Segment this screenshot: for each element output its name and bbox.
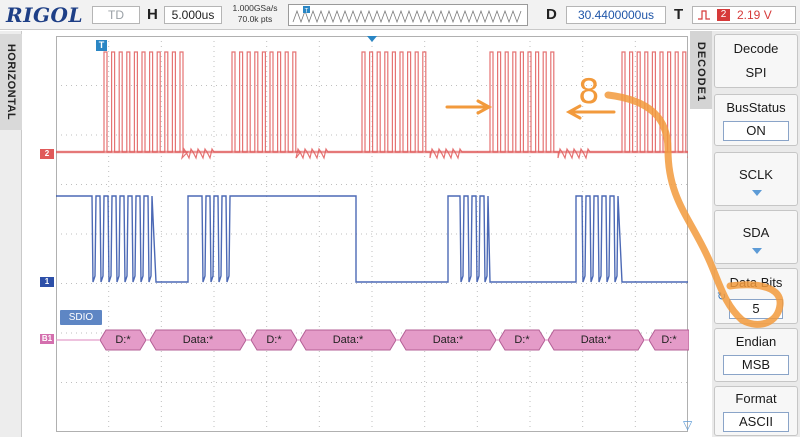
menu-item-label: Endian: [735, 334, 777, 349]
menu-item-value: SPI: [745, 65, 767, 80]
memory-overview-waveform: T: [289, 5, 527, 25]
menu-title: DECODE1: [695, 41, 707, 103]
rising-edge-icon: [697, 9, 711, 21]
menu-item-value: MSB: [723, 355, 789, 375]
menu-item-endian[interactable]: Endian MSB: [714, 328, 798, 382]
menu-item-databits[interactable]: Data Bits 5 ↻: [714, 268, 798, 324]
chevron-down-icon: [752, 248, 762, 254]
left-strip: [0, 31, 22, 437]
menu-item-sclk[interactable]: SCLK: [714, 152, 798, 206]
svg-text:T: T: [305, 9, 309, 15]
bus1-marker[interactable]: B1: [40, 334, 54, 344]
decode-packet-label: Data:*: [580, 334, 612, 346]
trigger-source: 2: [717, 9, 730, 21]
annotation-number: 8: [578, 72, 600, 112]
sample-rate: 1.000GSa/s: [232, 3, 278, 13]
menu-item-label: BusStatus: [726, 100, 786, 115]
decode-packet: D:*: [251, 329, 297, 351]
horizontal-tab-label: HORIZONTAL: [5, 43, 17, 121]
decode-packet-label: D:*: [514, 334, 530, 346]
chevron-down-icon: [752, 190, 762, 196]
delay-label: D: [546, 6, 557, 23]
trigger-level: 2.19 V: [737, 8, 772, 22]
decode-packet: Data:*: [400, 329, 496, 351]
run-status[interactable]: TD: [92, 6, 140, 24]
menu-item-decode[interactable]: Decode SPI: [714, 34, 798, 88]
menu-item-label: Decode: [733, 41, 779, 56]
decode-packet-label: Data:*: [432, 334, 464, 346]
memory-overview-bar[interactable]: T: [288, 4, 528, 26]
ch1-marker[interactable]: 1: [40, 277, 54, 287]
delay-value[interactable]: 30.4400000us: [566, 6, 666, 24]
menu-item-value: 5: [729, 299, 783, 319]
decode-packet: D:*: [649, 329, 689, 351]
menu-item-label: SDA: [742, 225, 770, 240]
decode-packet: D:*: [100, 329, 146, 351]
trigger-label: T: [674, 6, 684, 23]
horizontal-tab[interactable]: [0, 34, 22, 130]
decode-packet-label: D:*: [115, 334, 131, 346]
timebase-value[interactable]: 5.000us: [164, 6, 222, 24]
sample-info: 1.000GSa/s 70.0k pts: [228, 3, 282, 25]
trigger-info[interactable]: 2 2.19 V: [692, 6, 796, 24]
menu-item-sda[interactable]: SDA: [714, 210, 798, 264]
menu-title-tab: [690, 31, 712, 109]
brand-logo: RIGOL: [6, 3, 84, 27]
scroll-down-icon[interactable]: ▽: [683, 418, 693, 432]
decode-packet: Data:*: [548, 329, 644, 351]
ch2-marker[interactable]: 2: [40, 149, 54, 159]
menu-item-label: SCLK: [739, 167, 773, 182]
top-status-bar: RIGOL TD H 5.000us 1.000GSa/s 70.0k pts …: [0, 0, 800, 30]
decode-packet: D:*: [499, 329, 545, 351]
rotate-knob-icon: ↻: [717, 291, 727, 303]
bus-tag: SDIO: [60, 310, 102, 325]
decode-packet: Data:*: [150, 329, 246, 351]
menu-item-label: Format: [735, 391, 777, 406]
menu-item-busstatus[interactable]: BusStatus ON: [714, 94, 798, 146]
menu-item-value: ON: [723, 121, 789, 141]
decode-packet-label: D:*: [661, 334, 677, 346]
decode-packet: Data:*: [300, 329, 396, 351]
menu-item-label: Data Bits: [729, 275, 783, 290]
timebase-label: H: [147, 6, 158, 23]
decode-packet-label: Data:*: [182, 334, 214, 346]
menu-item-format[interactable]: Format ASCII: [714, 386, 798, 436]
trigger-position-marker[interactable]: T: [96, 40, 107, 51]
decode-packet-label: Data:*: [332, 334, 364, 346]
decode-packet-label: D:*: [266, 334, 282, 346]
menu-item-value: ASCII: [723, 412, 789, 432]
memory-depth: 70.0k pts: [237, 14, 273, 24]
